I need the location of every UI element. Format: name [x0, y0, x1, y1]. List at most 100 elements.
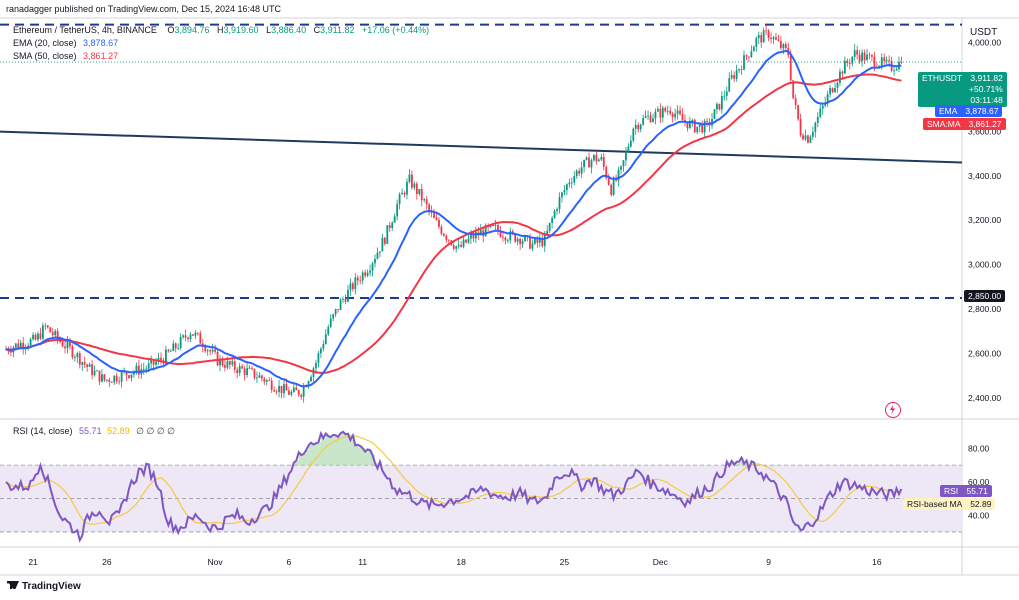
- candle: [349, 278, 352, 296]
- candle: [224, 359, 226, 372]
- candle-body: [142, 368, 145, 370]
- candle-body: [27, 345, 30, 348]
- candle: [253, 368, 256, 380]
- candle: [440, 224, 443, 236]
- candle-body: [585, 157, 588, 160]
- candle: [570, 177, 573, 189]
- candle-body: [268, 380, 271, 381]
- candle-body: [273, 390, 276, 392]
- candle-body: [137, 365, 140, 375]
- candle: [290, 389, 293, 397]
- candle-body: [165, 349, 167, 364]
- candle: [312, 366, 315, 382]
- candle-body: [674, 113, 677, 118]
- candle: [292, 383, 295, 393]
- candle-body: [256, 377, 258, 379]
- candle: [733, 71, 736, 83]
- candle: [12, 345, 15, 358]
- candle: [625, 146, 627, 167]
- time-tick-label: 16: [872, 557, 882, 567]
- candle-body: [19, 342, 22, 348]
- tradingview-logo[interactable]: TradingView: [7, 581, 81, 592]
- candle-body: [379, 251, 381, 253]
- candle-body: [602, 156, 605, 167]
- time-tick-label: 6: [287, 557, 292, 567]
- rsi-tag-label: RSI: [944, 486, 959, 496]
- candle: [364, 269, 367, 278]
- candle-body: [529, 236, 531, 249]
- sma-tag-label: SMA:MA: [927, 119, 961, 129]
- candle-body: [634, 124, 637, 129]
- candle-body: [578, 170, 581, 174]
- candle-body: [826, 94, 829, 103]
- candle-body: [669, 110, 672, 114]
- candle: [46, 324, 49, 329]
- sma-legend[interactable]: SMA (50, close) 3,861.27: [13, 51, 118, 61]
- candle: [44, 323, 47, 331]
- ohlc-close: 3,911.82: [320, 25, 355, 35]
- candle: [836, 81, 839, 93]
- candle: [142, 362, 145, 375]
- rsi-legend[interactable]: RSI (14, close) 55.71 52.89 ∅ ∅ ∅ ∅: [13, 426, 175, 437]
- candle-body: [147, 363, 150, 369]
- candle-body: [88, 364, 91, 367]
- candle: [605, 165, 608, 181]
- candle-body: [703, 121, 706, 133]
- ema-legend[interactable]: EMA (20, close) 3,878.67: [13, 38, 118, 48]
- candle-body: [251, 367, 253, 369]
- candle: [76, 351, 79, 363]
- candle-body: [428, 204, 431, 211]
- candle-body: [691, 119, 694, 121]
- currency-label[interactable]: USDT: [970, 27, 998, 38]
- lightning-icon[interactable]: [885, 402, 901, 418]
- candle: [595, 151, 598, 165]
- candle: [834, 82, 836, 93]
- candle: [893, 66, 895, 76]
- candle-body: [612, 179, 615, 195]
- candle: [632, 127, 635, 143]
- candle: [553, 209, 556, 219]
- candle: [703, 118, 706, 137]
- candle: [866, 48, 868, 61]
- candle-body: [231, 361, 234, 365]
- candle-body: [575, 170, 578, 177]
- candle-body: [209, 350, 212, 352]
- candle-body: [848, 63, 851, 64]
- candle: [484, 223, 487, 237]
- time-tick-label: Dec: [653, 557, 669, 567]
- candle-body: [829, 88, 831, 95]
- candle-body: [354, 277, 357, 290]
- candle: [371, 261, 374, 277]
- candle-body: [386, 225, 389, 244]
- ohlc-high: 3,919.60: [223, 25, 259, 35]
- candle-body: [356, 277, 359, 281]
- candle-body: [29, 339, 32, 346]
- candle-body: [679, 110, 681, 115]
- candle-body: [639, 124, 642, 130]
- price-pane[interactable]: [0, 18, 962, 418]
- candle-body: [260, 375, 263, 379]
- candle-body: [339, 299, 342, 310]
- candle-body: [118, 381, 121, 383]
- candle-body: [570, 182, 573, 184]
- candle-body: [745, 55, 748, 57]
- rsi-pane[interactable]: [0, 420, 962, 547]
- candle-body: [543, 234, 546, 247]
- candle: [693, 118, 696, 134]
- candle-body: [728, 78, 731, 92]
- candle: [108, 377, 111, 387]
- candle: [883, 53, 886, 65]
- candle-body: [666, 110, 669, 112]
- candle: [723, 90, 726, 101]
- candle: [686, 122, 689, 132]
- candle-body: [866, 54, 868, 61]
- candle-body: [248, 367, 251, 369]
- candle: [452, 241, 455, 251]
- candle-body: [772, 37, 775, 40]
- ema-tag-value: 3,878.67: [965, 106, 999, 116]
- candle-body: [199, 333, 202, 344]
- time-tick-label: 9: [766, 557, 771, 567]
- candle: [696, 126, 699, 135]
- candle: [634, 119, 637, 135]
- candle: [600, 153, 603, 162]
